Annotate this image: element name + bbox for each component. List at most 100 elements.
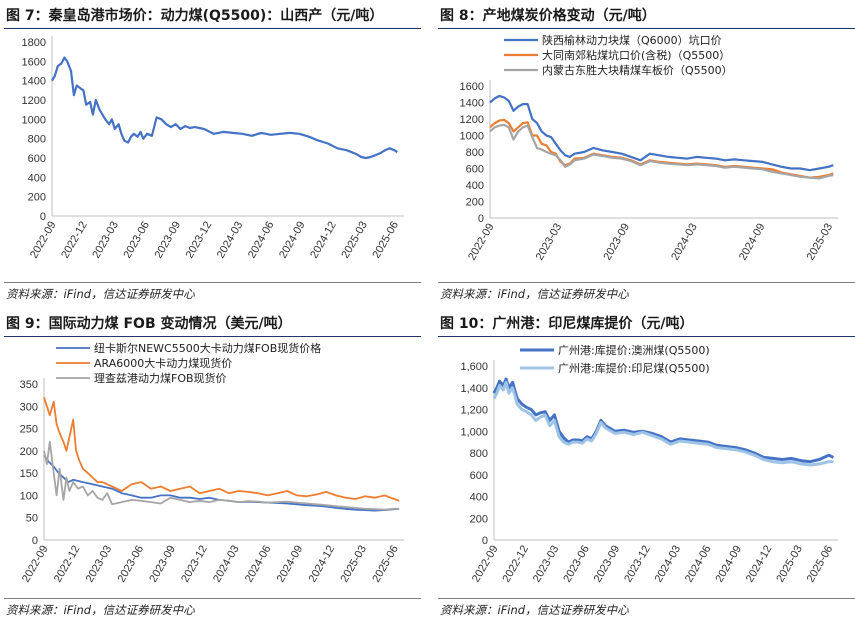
- y-tick-label: 600: [466, 164, 484, 176]
- x-tick-label: 2023-03: [84, 544, 115, 585]
- y-tick-label: 0: [482, 535, 488, 547]
- y-tick-label: 1600: [22, 56, 46, 68]
- x-tick-label: 2022-12: [500, 544, 531, 585]
- y-tick-label: 400: [28, 172, 46, 184]
- y-tick-label: 1000: [22, 114, 46, 126]
- x-tick-label: 2025-03: [805, 222, 836, 263]
- y-tick-label: 600: [470, 470, 488, 482]
- y-tick-label: 200: [466, 197, 484, 209]
- legend-label: ARA6000大卡动力煤现货价: [94, 356, 232, 370]
- x-tick-label: 2024-12: [308, 220, 339, 261]
- y-tick-label: 1,200: [460, 405, 488, 417]
- y-tick-label: 400: [466, 180, 484, 192]
- source-note: 资料来源：iFind，信达证券研发中心: [4, 598, 421, 621]
- y-tick-label: 1200: [22, 95, 46, 107]
- y-tick-label: 800: [28, 134, 46, 146]
- x-tick-label: 2023-06: [561, 544, 592, 585]
- y-tick-label: 600: [28, 153, 46, 165]
- x-tick-label: 2022-12: [52, 544, 83, 585]
- chart-panel-1: 图 7：秦皇岛港市场价：动力煤(Q5500)：山西产（元/吨） 0 200 400 6…: [4, 4, 421, 304]
- source-note: 资料来源：iFind，信达证券研发中心: [4, 282, 421, 305]
- y-tick-label: 300: [20, 401, 38, 413]
- x-tick-label: 2024-03: [653, 544, 684, 585]
- x-tick-label: 2024-06: [683, 544, 714, 585]
- y-tick-label: 800: [470, 448, 488, 460]
- x-tick-label: 2024-06: [246, 220, 277, 261]
- x-tick-label: 2023-06: [116, 544, 147, 585]
- chart-panel-2: 图 8：产地煤炭价格变动（元/吨） 0 200 400 600 800 1000 1200 1…: [438, 4, 855, 304]
- x-tick-label: 2025-06: [805, 544, 836, 585]
- series-line-1: [492, 377, 835, 464]
- y-tick-label: 350: [20, 379, 38, 391]
- series-line-1: [489, 94, 834, 172]
- legend-label: 广州港:库提价:澳洲煤(Q5500): [558, 344, 710, 357]
- panel-title: 图 10：广州港：印尼煤库提价（元/吨）: [438, 312, 855, 337]
- y-tick-label: 1,600: [460, 361, 488, 373]
- legend-label: 内蒙古东胜大块精煤车板价（Q5500）: [542, 63, 733, 77]
- x-tick-label: 2023-03: [531, 544, 562, 585]
- y-tick-label: 100: [20, 490, 38, 502]
- x-tick-label: 2022-09: [28, 220, 59, 261]
- y-tick-label: 200: [28, 192, 46, 204]
- y-tick-label: 200: [20, 446, 38, 458]
- y-tick-label: 50: [26, 513, 38, 525]
- x-tick-label: 2024-03: [215, 219, 246, 260]
- x-tick-label: 2022-12: [59, 220, 90, 261]
- x-tick-label: 2025-06: [371, 220, 402, 261]
- x-tick-label: 2024-12: [744, 544, 775, 585]
- x-tick-label: 2023-12: [622, 544, 653, 585]
- x-tick-label: 2024-06: [243, 544, 274, 585]
- panel-title: 图 8：产地煤炭价格变动（元/吨）: [438, 4, 855, 29]
- x-tick-label: 2023-09: [153, 220, 184, 261]
- y-tick-label: 0: [32, 535, 38, 547]
- x-tick-label: 2024-09: [737, 222, 768, 263]
- y-tick-label: 1600: [460, 81, 484, 93]
- panel-title: 图 9：国际动力煤 FOB 变动情况（美元/吨）: [4, 312, 421, 337]
- y-tick-label: 0: [478, 213, 484, 225]
- x-tick-label: 2025-03: [774, 544, 805, 585]
- chart-panel-4: 图 10：广州港：印尼煤库提价（元/吨） 0 200 400 600 800 1,000 1…: [438, 312, 855, 618]
- series-line-3: [489, 123, 834, 180]
- x-tick-label: 2023-12: [179, 544, 210, 585]
- y-tick-label: 1400: [22, 76, 46, 88]
- legend-label: 理查兹港动力煤FOB现货价: [94, 371, 227, 385]
- y-tick-label: 1000: [460, 131, 484, 143]
- legend-label: 广州港:库提价:印尼煤(Q5500): [558, 362, 710, 375]
- line-chart: 0 200 400 600 800 1000 1200 1400 1600 1800 2022-09…: [22, 36, 404, 261]
- source-note: 资料来源：iFind，信达证券研发中心: [438, 598, 855, 621]
- x-tick-label: 2025-06: [370, 544, 401, 585]
- legend-label: 纽卡斯尔NEWC5500大卡动力煤FOB现货价格: [94, 341, 321, 355]
- x-tick-label: 2025-03: [338, 544, 369, 585]
- x-tick-label: 2023-09: [147, 544, 178, 585]
- x-tick-label: 2024-09: [275, 544, 306, 585]
- y-tick-label: 400: [470, 492, 488, 504]
- y-tick-label: 1,000: [460, 426, 488, 438]
- x-tick-label: 2023-03: [90, 220, 121, 261]
- chart-panel-3: 图 9：国际动力煤 FOB 变动情况（美元/吨） 0 50 100 150 200 250…: [4, 312, 421, 618]
- legend-label: 大同南郊粘煤坑口价(含税)（Q5500）: [542, 48, 730, 62]
- panel-title: 图 7：秦皇岛港市场价：动力煤(Q5500)：山西产（元/吨）: [4, 4, 421, 29]
- x-tick-label: 2023-12: [184, 220, 215, 261]
- y-tick-label: 1,400: [460, 383, 488, 395]
- x-tick-label: 2024-09: [713, 544, 744, 585]
- x-tick-label: 2024-12: [307, 544, 338, 585]
- source-note: 资料来源：iFind，信达证券研发中心: [438, 282, 855, 305]
- x-tick-label: 2022-09: [20, 544, 51, 585]
- line-chart: 0 200 400 600 800 1,000 1,200 1,400 1,600 2022-09…: [460, 344, 838, 585]
- x-tick-label: 2023-03: [534, 222, 565, 263]
- x-tick-label: 2025-03: [339, 220, 370, 261]
- series-line-2: [43, 397, 400, 502]
- series-line-1: [51, 56, 398, 160]
- legend-label: 陕西榆林动力块煤（Q6000）坑口价: [542, 33, 722, 47]
- x-tick-label: 2022-09: [466, 222, 497, 263]
- x-tick-label: 2024-09: [277, 220, 308, 261]
- y-tick-label: 1800: [22, 37, 46, 49]
- y-tick-label: 200: [470, 513, 488, 525]
- y-tick-label: 1200: [460, 114, 484, 126]
- y-tick-label: 250: [20, 424, 38, 436]
- series-line-3: [43, 441, 400, 511]
- series-line-1: [43, 454, 400, 512]
- x-tick-label: 2024-03: [211, 544, 242, 585]
- x-tick-label: 2022-09: [470, 544, 501, 585]
